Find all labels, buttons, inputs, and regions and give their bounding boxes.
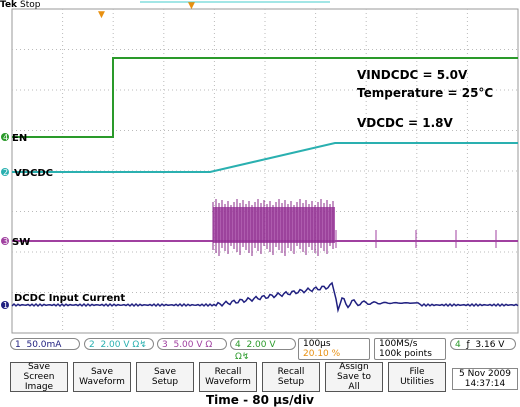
softkey[interactable]: Assign Save to All [325, 362, 383, 392]
display: ▼ ▼ Tek Stop VINDCDC = 5.0V Temperature … [0, 0, 519, 334]
channel-label: EN [12, 133, 27, 144]
trace-vdcdc [12, 142, 518, 173]
channel-markers: 4 2 3 1 [1, 133, 9, 310]
ch3-scale: 3 5.00 V Ω [157, 338, 227, 350]
softkey[interactable]: Save Waveform [73, 362, 131, 392]
softkey[interactable]: Recall Setup [262, 362, 320, 392]
ch-marker: 3 [3, 237, 8, 246]
acquisition: 100MS/s 100k points [374, 338, 446, 360]
softkey[interactable]: Save Setup [136, 362, 194, 392]
trace-sw [12, 199, 518, 256]
softkey[interactable]: Save Screen Image [10, 362, 68, 392]
ch-marker: 2 [3, 168, 8, 177]
channel-label: DCDC Input Current [14, 293, 125, 304]
trigger: 4 ƒ 3.16 V [450, 338, 516, 350]
ch4-scale: 4 2.00 V Ω↯ [230, 338, 296, 362]
channel-label: VDCDC [14, 168, 53, 179]
annotation: VINDCDC = 5.0V [357, 68, 468, 82]
channel-label: SW [12, 237, 30, 248]
softkey[interactable]: File Utilities [388, 362, 446, 392]
brand: Tek [0, 0, 18, 10]
ch1-scale: 1 50.0mA [10, 338, 80, 350]
ch2-scale: 2 2.00 V Ω↯ [84, 338, 154, 350]
softkey[interactable]: Recall Waveform [199, 362, 257, 392]
trigger-marker: ▼ [98, 10, 105, 20]
ch-marker: 1 [3, 301, 8, 310]
annotation: Temperature = 25°C [357, 86, 493, 100]
trace-current [11, 281, 519, 314]
trace-en [12, 57, 518, 138]
status: Stop [20, 0, 41, 10]
trigger-pos-marker: ▼ [188, 1, 195, 11]
caption: Time - 80 µs/div [205, 393, 315, 407]
annotation: VDCDC = 1.8V [357, 116, 453, 130]
ch-marker: 4 [3, 133, 8, 142]
timebase: 100µs 20.10 % [298, 338, 370, 360]
datetime: 5 Nov 2009 14:37:14 [452, 368, 518, 390]
